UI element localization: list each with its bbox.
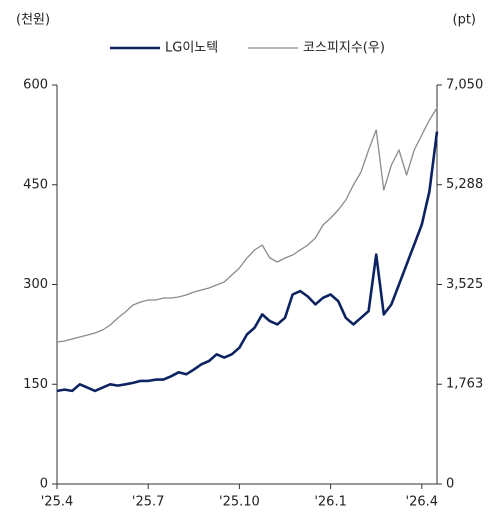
x-tick-label: '26.1 — [314, 495, 347, 510]
legend-label: 코스피지수(우) — [303, 41, 385, 56]
y2-tick-label: 0 — [446, 477, 454, 492]
y-tick-label: 600 — [23, 78, 48, 93]
x-tick-label: '26.4 — [406, 495, 439, 510]
y-axis-unit: (천원) — [16, 13, 50, 28]
y2-axis-unit: (pt) — [453, 13, 477, 28]
x-tick-label: '25.7 — [132, 495, 165, 510]
x-tick-label: '25.4 — [41, 495, 74, 510]
y-tick-label: 0 — [40, 477, 48, 492]
y2-tick-label: 1,763 — [446, 377, 483, 392]
legend-label: LG이노텍 — [165, 41, 218, 56]
y-tick-label: 300 — [23, 277, 48, 292]
x-tick-label: '25.10 — [219, 495, 260, 510]
series-line — [56, 131, 439, 393]
y-tick-label: 450 — [23, 177, 48, 192]
series-line — [56, 107, 438, 343]
y-tick-label: 150 — [23, 377, 48, 392]
y2-tick-label: 7,050 — [446, 78, 483, 93]
y2-tick-label: 5,288 — [446, 177, 483, 192]
y2-tick-label: 3,525 — [446, 277, 483, 292]
